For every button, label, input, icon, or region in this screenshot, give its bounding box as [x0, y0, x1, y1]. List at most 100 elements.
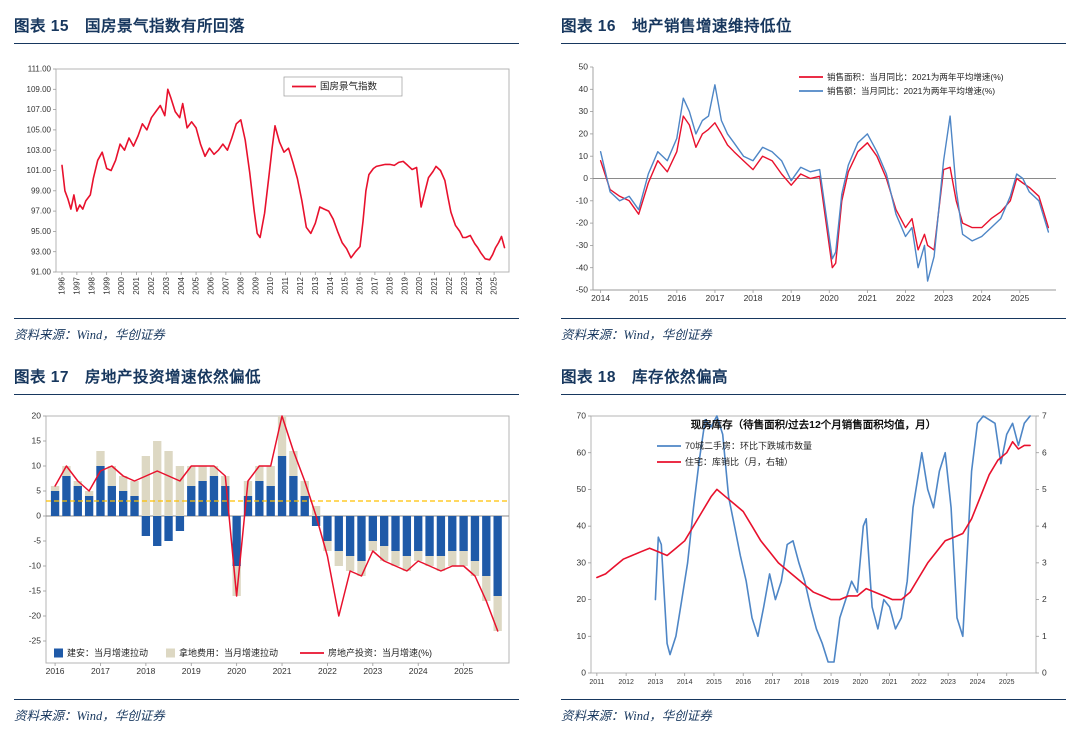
svg-text:2011: 2011 — [281, 276, 290, 294]
svg-text:2018: 2018 — [136, 666, 155, 676]
svg-text:2021: 2021 — [273, 666, 292, 676]
svg-text:2019: 2019 — [823, 679, 839, 686]
svg-text:2020: 2020 — [820, 293, 839, 303]
svg-text:-10: -10 — [29, 561, 42, 571]
svg-text:2003: 2003 — [162, 276, 171, 294]
svg-text:2010: 2010 — [266, 276, 275, 294]
svg-text:2024: 2024 — [970, 679, 986, 686]
svg-text:2019: 2019 — [782, 293, 801, 303]
svg-text:2001: 2001 — [132, 276, 141, 294]
svg-text:15: 15 — [32, 436, 42, 446]
svg-text:50: 50 — [577, 484, 587, 494]
figure-16: 图表 16 地产销售增速维持低位 -50 -40 -30 -20 -10 0 10 20 30 4… — [561, 12, 1066, 343]
svg-text:2018: 2018 — [744, 293, 763, 303]
svg-text:40: 40 — [577, 521, 587, 531]
figure-15: 图表 15 国房景气指数有所回落 91.00 93.00 95.00 97.00 99.… — [14, 12, 519, 343]
svg-text:2016: 2016 — [356, 276, 365, 294]
svg-text:3: 3 — [1042, 557, 1047, 567]
svg-text:5: 5 — [36, 486, 41, 496]
svg-text:1997: 1997 — [72, 276, 81, 294]
svg-text:2004: 2004 — [177, 276, 186, 294]
svg-text:30: 30 — [579, 106, 589, 116]
svg-text:住宅：库销比（月，右轴）: 住宅：库销比（月，右轴） — [685, 456, 793, 467]
svg-text:-15: -15 — [29, 586, 42, 596]
figure-17-chart: -25 -20 -15 -10 -5 0 5 10 15 20 2016 2017 2018 2019 20… — [14, 408, 519, 693]
svg-text:2023: 2023 — [460, 276, 469, 294]
svg-text:-5: -5 — [33, 536, 41, 546]
svg-text:2014: 2014 — [591, 293, 610, 303]
svg-text:1999: 1999 — [102, 276, 111, 294]
svg-text:7: 7 — [1042, 411, 1047, 421]
svg-text:2023: 2023 — [934, 293, 953, 303]
svg-text:-40: -40 — [576, 262, 589, 272]
svg-text:0: 0 — [1042, 668, 1047, 678]
svg-text:-25: -25 — [29, 636, 42, 646]
svg-text:2013: 2013 — [648, 679, 664, 686]
figure-15-chart: 91.00 93.00 95.00 97.00 99.00 101.00 103.00 105… — [14, 57, 519, 312]
svg-text:2016: 2016 — [667, 293, 686, 303]
svg-text:2025: 2025 — [1010, 293, 1029, 303]
svg-text:20: 20 — [32, 411, 42, 421]
svg-text:6: 6 — [1042, 447, 1047, 457]
figure-18: 图表 18 库存依然偏高 0 10 20 30 40 50 60 70 0 1 2 3 4 5 6 7 2011… — [561, 363, 1066, 724]
svg-text:2020: 2020 — [415, 276, 424, 294]
svg-text:2025: 2025 — [999, 679, 1015, 686]
svg-text:2017: 2017 — [765, 679, 781, 686]
svg-text:2015: 2015 — [706, 679, 722, 686]
svg-text:95.00: 95.00 — [31, 227, 52, 236]
svg-text:建安：当月增速拉动: 建安：当月增速拉动 — [67, 647, 148, 658]
svg-text:99.00: 99.00 — [31, 186, 52, 195]
figure-17-title: 图表 17 房地产投资增速依然偏低 — [14, 363, 519, 395]
svg-text:国房景气指数: 国房景气指数 — [320, 81, 378, 93]
svg-text:107.00: 107.00 — [27, 105, 52, 114]
svg-text:2015: 2015 — [629, 293, 648, 303]
svg-text:2007: 2007 — [221, 276, 230, 294]
svg-text:2024: 2024 — [409, 666, 428, 676]
svg-text:70: 70 — [577, 411, 587, 421]
svg-text:2017: 2017 — [705, 293, 724, 303]
svg-text:2020: 2020 — [853, 679, 869, 686]
svg-text:2019: 2019 — [182, 666, 201, 676]
svg-text:-20: -20 — [576, 218, 589, 228]
svg-text:40: 40 — [579, 84, 589, 94]
svg-text:2009: 2009 — [251, 276, 260, 294]
svg-text:2024: 2024 — [972, 293, 991, 303]
svg-text:销售面积：当月同比：2021为两年平均增速(%): 销售面积：当月同比：2021为两年平均增速(%) — [827, 72, 1004, 82]
svg-text:10: 10 — [32, 461, 42, 471]
svg-text:50: 50 — [579, 62, 589, 72]
svg-text:20: 20 — [579, 129, 589, 139]
svg-text:2012: 2012 — [296, 276, 305, 294]
svg-text:2021: 2021 — [858, 293, 877, 303]
svg-text:2021: 2021 — [882, 679, 898, 686]
svg-text:2013: 2013 — [311, 276, 320, 294]
svg-text:-20: -20 — [29, 611, 42, 621]
svg-text:销售额：当月同比：2021为两年平均增速(%): 销售额：当月同比：2021为两年平均增速(%) — [827, 86, 995, 96]
svg-text:2: 2 — [1042, 594, 1047, 604]
svg-text:4: 4 — [1042, 521, 1047, 531]
svg-text:91.00: 91.00 — [31, 268, 52, 277]
svg-text:101.00: 101.00 — [27, 166, 52, 175]
svg-text:2000: 2000 — [117, 276, 126, 294]
svg-text:2020: 2020 — [227, 666, 246, 676]
svg-text:93.00: 93.00 — [31, 247, 52, 256]
figure-18-chart: 0 10 20 30 40 50 60 70 0 1 2 3 4 5 6 7 2011 2012 2013 2014 2… — [561, 408, 1066, 693]
svg-text:2022: 2022 — [445, 276, 454, 294]
svg-text:拿地费用：当月增速拉动: 拿地费用：当月增速拉动 — [179, 647, 278, 658]
svg-text:现房库存（待售面积/过去12个月销售面积均值，月）: 现房库存（待售面积/过去12个月销售面积均值，月） — [691, 418, 937, 431]
svg-text:-30: -30 — [576, 240, 589, 250]
svg-text:2014: 2014 — [326, 276, 335, 294]
svg-text:1996: 1996 — [58, 276, 67, 294]
svg-text:2023: 2023 — [363, 666, 382, 676]
svg-text:-10: -10 — [576, 195, 589, 205]
svg-text:1998: 1998 — [87, 276, 96, 294]
svg-text:2018: 2018 — [794, 679, 810, 686]
svg-text:2015: 2015 — [341, 276, 350, 294]
svg-text:2011: 2011 — [589, 679, 604, 686]
svg-text:房地产投资：当月增速(%): 房地产投资：当月增速(%) — [328, 647, 432, 658]
svg-text:0: 0 — [583, 173, 588, 183]
svg-text:1: 1 — [1042, 631, 1047, 641]
figure-17: 图表 17 房地产投资增速依然偏低 -25 -20 -15 -10 -5 0 5 10 15 20… — [14, 363, 519, 724]
svg-text:10: 10 — [577, 631, 587, 641]
svg-text:0: 0 — [581, 668, 586, 678]
svg-text:2005: 2005 — [192, 276, 201, 294]
